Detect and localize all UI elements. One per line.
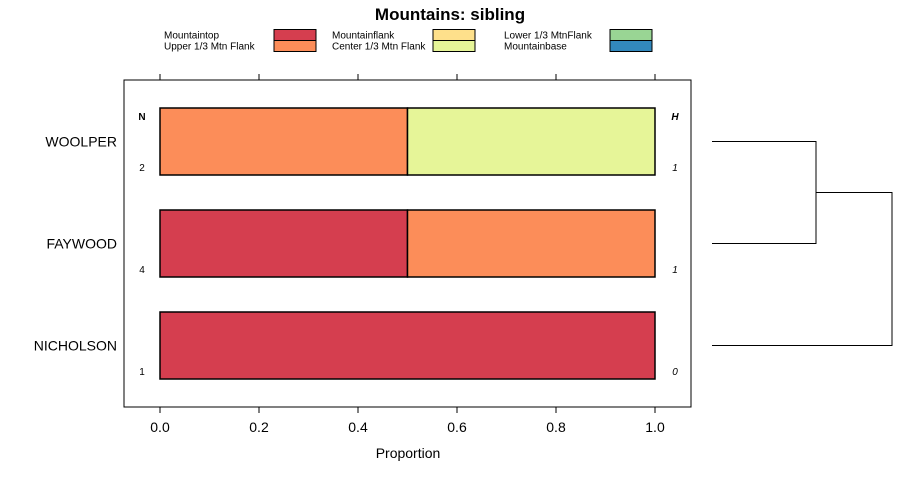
bar-woolper-upper-1-3-mtn-flank: [159, 107, 409, 176]
legend-swatch-center-1-3-mtn-flank: [432, 40, 476, 52]
category-labels: WOOLPER FAYWOOD NICHOLSON: [34, 134, 117, 354]
bottom-ticks: 0.0 0.2 0.4 0.6 0.8 1.0: [150, 407, 665, 435]
bar-nicholson-mountaintop: [159, 311, 656, 380]
top-ticks: [159, 74, 656, 80]
x-tick-label: 1.0: [645, 419, 665, 435]
x-tick-label: 0.6: [447, 419, 467, 435]
x-tick-label: 0.0: [150, 419, 170, 435]
legend-swatch-lower-1-3-mtnflank: [609, 29, 653, 41]
legend-label-center-1-3-mtn-flank: Center 1/3 Mtn Flank: [332, 42, 426, 53]
dendrogram-branches: [712, 141, 893, 346]
n-column-header: N: [138, 112, 145, 123]
bars: [159, 107, 656, 380]
bar-woolper-center-1-3-mtn-flank: [406, 107, 656, 176]
category-label-faywood: FAYWOOD: [46, 236, 117, 252]
n-value: 2: [139, 163, 145, 174]
x-tick-label: 0.2: [249, 419, 269, 435]
bar-faywood-mountaintop: [159, 209, 409, 278]
bar-faywood-upper-1-3-mtn-flank: [406, 209, 656, 278]
n-value: 1: [139, 367, 145, 378]
legend-swatch-mountainflank: [432, 29, 476, 41]
legend-swatch-mountainbase: [609, 40, 653, 52]
h-value: 1: [672, 265, 678, 276]
side-values: 2 1 4 1 1 0: [139, 163, 678, 378]
legend-label-mountainbase: Mountainbase: [504, 42, 567, 53]
chart-title: Mountains: sibling: [375, 5, 525, 24]
x-axis-title: Proportion: [376, 445, 441, 461]
x-tick-label: 0.4: [348, 419, 368, 435]
n-value: 4: [139, 265, 145, 276]
legend-label-mountainflank: Mountainflank: [332, 31, 395, 42]
plot-frame: [123, 79, 692, 408]
h-value: 1: [672, 163, 678, 174]
legend-label-mountaintop: Mountaintop: [164, 31, 219, 42]
legend-label-upper-1-3-mtn-flank: Upper 1/3 Mtn Flank: [164, 42, 256, 53]
legend-swatch-mountaintop: [273, 29, 317, 41]
category-label-woolper: WOOLPER: [45, 134, 117, 150]
dendrogram: [712, 141, 893, 346]
legend-label-lower-1-3-mtnflank: Lower 1/3 MtnFlank: [504, 31, 593, 42]
legend-swatch-upper-1-3-mtn-flank: [273, 40, 317, 52]
x-tick-label: 0.8: [546, 419, 566, 435]
h-value: 0: [672, 367, 678, 378]
category-label-nicholson: NICHOLSON: [34, 338, 117, 354]
h-column-header: H: [671, 112, 679, 123]
